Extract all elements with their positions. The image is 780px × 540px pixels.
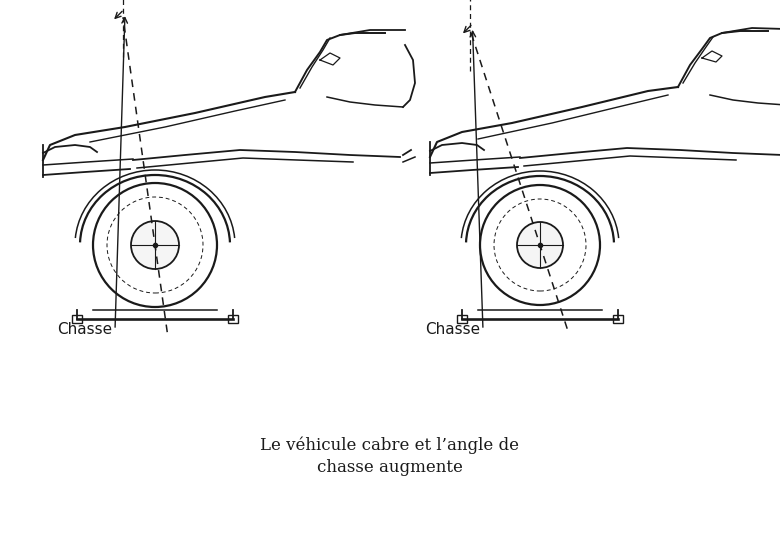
Text: chasse augmente: chasse augmente bbox=[317, 460, 463, 476]
Bar bbox=[613, 315, 623, 323]
Text: Chasse: Chasse bbox=[425, 322, 480, 338]
Text: Le véhicule cabre et l’angle de: Le véhicule cabre et l’angle de bbox=[261, 436, 519, 454]
Circle shape bbox=[517, 222, 563, 268]
Bar bbox=[228, 315, 238, 323]
Text: Chasse: Chasse bbox=[57, 322, 112, 338]
Bar bbox=[457, 315, 467, 323]
Circle shape bbox=[131, 221, 179, 269]
Bar bbox=[72, 315, 82, 323]
